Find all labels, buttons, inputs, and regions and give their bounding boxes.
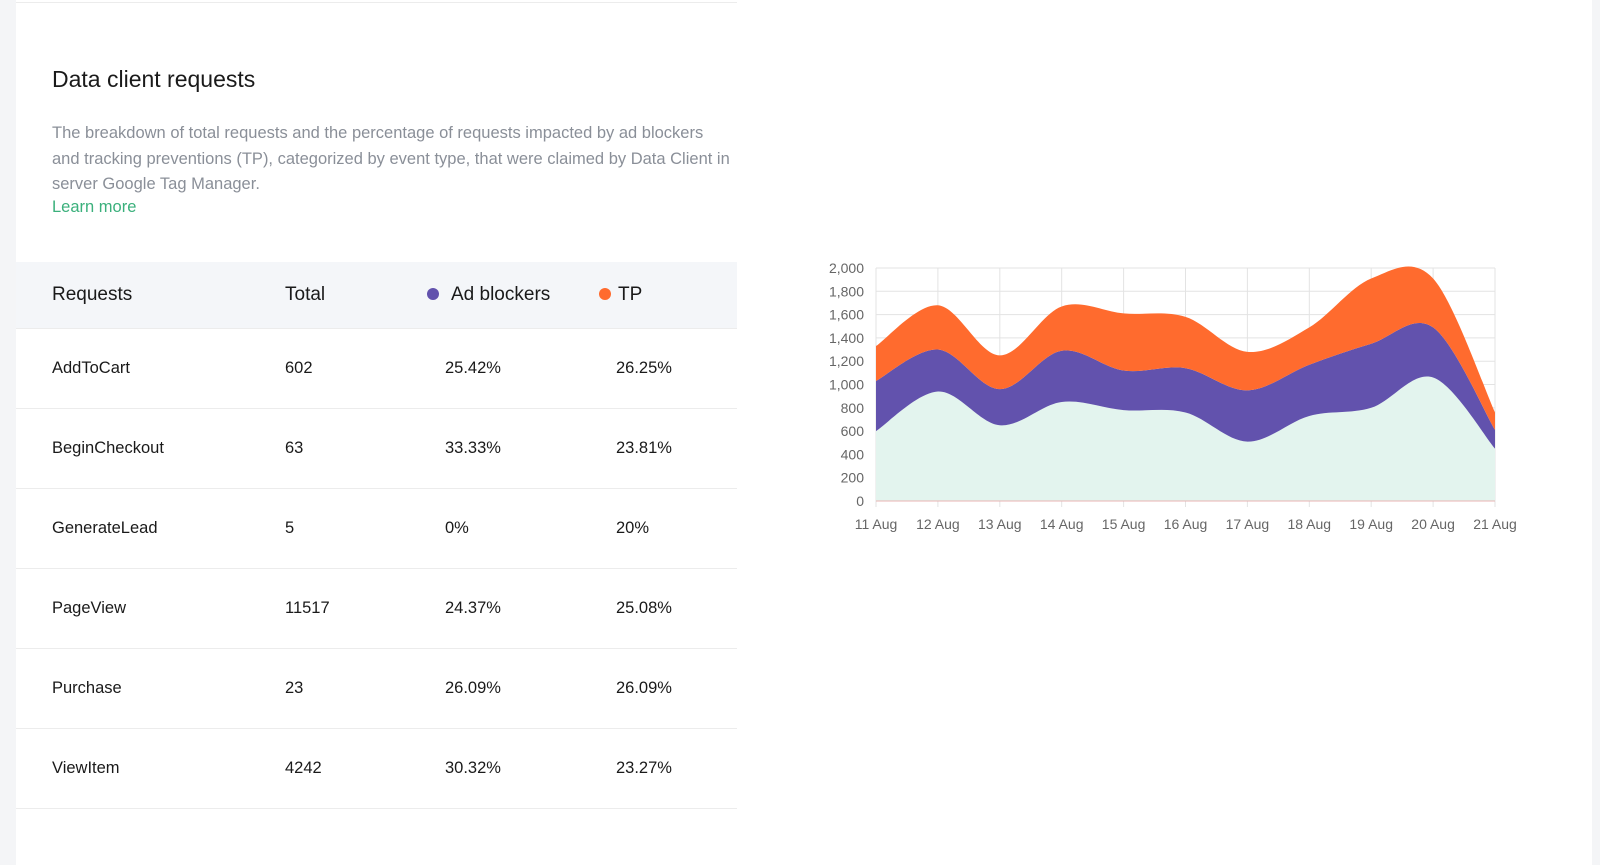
cell-ad-blockers: 25.42% — [445, 359, 501, 377]
cell-total: 602 — [285, 359, 313, 377]
cell-total: 23 — [285, 679, 304, 697]
cell-ad-blockers: 0% — [445, 519, 469, 537]
cell-tp: 23.27% — [616, 759, 672, 777]
cell-total: 63 — [285, 439, 304, 457]
cell-tp: 23.81% — [616, 439, 672, 457]
x-tick-label: 15 Aug — [1102, 516, 1146, 532]
x-tick-label: 20 Aug — [1411, 516, 1455, 532]
x-tick-label: 11 Aug — [855, 516, 898, 532]
header-tp: TP — [599, 262, 642, 328]
cell-ad-blockers: 30.32% — [445, 759, 501, 777]
y-tick-label: 0 — [856, 493, 864, 509]
cell-tp: 20% — [616, 519, 650, 537]
table-row: ViewItem 4242 30.32% 23.27% — [16, 729, 737, 809]
y-tick-label: 1,200 — [829, 353, 864, 369]
base-area — [876, 376, 1495, 501]
cell-total: 11517 — [285, 599, 330, 617]
y-tick-label: 1,800 — [829, 283, 864, 299]
table-row: BeginCheckout 63 33.33% 23.81% — [16, 409, 737, 489]
table-header: Requests Total Ad blockers TP — [16, 262, 737, 329]
y-tick-label: 600 — [841, 423, 865, 439]
cell-tp: 26.09% — [616, 679, 672, 697]
x-tick-label: 14 Aug — [1040, 516, 1084, 532]
top-divider — [16, 2, 737, 3]
y-tick-label: 400 — [841, 446, 865, 462]
cell-ad-blockers: 24.37% — [445, 599, 501, 617]
table-row: Purchase 23 26.09% 26.09% — [16, 649, 737, 729]
cell-total: 4242 — [285, 759, 322, 777]
cell-total: 5 — [285, 519, 295, 537]
ad-blockers-legend-dot — [427, 288, 439, 300]
x-tick-label: 13 Aug — [978, 516, 1022, 532]
cell-request: AddToCart — [52, 359, 130, 377]
x-tick-label: 16 Aug — [1164, 516, 1208, 532]
y-tick-label: 2,000 — [829, 260, 864, 276]
cell-request: Purchase — [52, 679, 122, 697]
x-tick-label: 18 Aug — [1287, 516, 1331, 532]
section-title: Data client requests — [52, 66, 256, 92]
table-row: GenerateLead 5 0% 20% — [16, 489, 737, 569]
table-row: AddToCart 602 25.42% 26.25% — [16, 329, 737, 409]
learn-more-link[interactable]: Learn more — [52, 198, 137, 216]
table-row: PageView 11517 24.37% 25.08% — [16, 569, 737, 649]
header-ad-blockers: Ad blockers — [427, 262, 550, 328]
requests-table: Requests Total Ad blockers TP AddToCart … — [16, 262, 737, 809]
cell-request: ViewItem — [52, 759, 120, 777]
x-tick-label: 21 Aug — [1473, 516, 1517, 532]
y-tick-label: 800 — [841, 400, 865, 416]
y-tick-label: 200 — [841, 470, 865, 486]
cell-tp: 26.25% — [616, 359, 672, 377]
section-description: The breakdown of total requests and the … — [52, 124, 730, 193]
header-total: Total — [285, 284, 326, 305]
cell-request: PageView — [52, 599, 127, 617]
cell-request: GenerateLead — [52, 519, 158, 537]
x-tick-label: 19 Aug — [1349, 516, 1393, 532]
x-tick-label: 17 Aug — [1226, 516, 1270, 532]
tp-legend-dot — [599, 288, 611, 300]
y-tick-label: 1,000 — [829, 377, 864, 393]
cell-request: BeginCheckout — [52, 439, 164, 457]
y-tick-label: 1,600 — [829, 307, 864, 323]
cell-ad-blockers: 26.09% — [445, 679, 501, 697]
header-requests: Requests — [52, 284, 133, 305]
cell-tp: 25.08% — [616, 599, 672, 617]
cell-ad-blockers: 33.33% — [445, 439, 501, 457]
header-ad-blockers-label: Ad blockers — [451, 284, 551, 305]
y-tick-label: 1,400 — [829, 330, 864, 346]
requests-stacked-area-chart: 0 200 400 600 800 1,000 1,200 1,400 1,600 1,800 2,… — [829, 260, 1517, 532]
tp-area — [876, 266, 1495, 430]
x-tick-label: 12 Aug — [916, 516, 960, 532]
header-tp-label: TP — [618, 284, 643, 305]
ad-blockers-area — [876, 322, 1495, 449]
